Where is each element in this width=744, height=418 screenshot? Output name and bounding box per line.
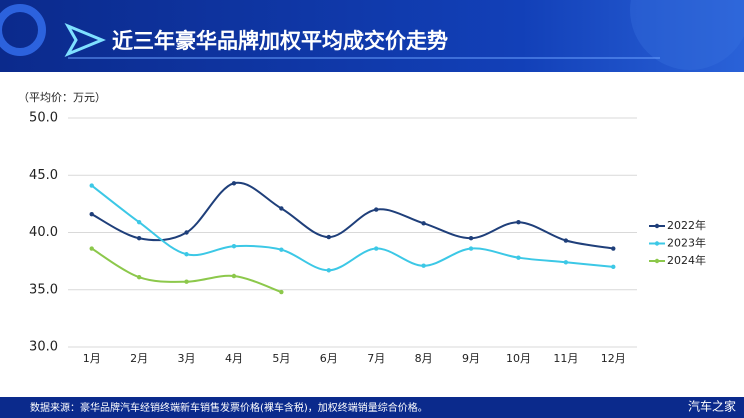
data-point [468, 236, 474, 241]
x-tick-label: 8月 [415, 352, 433, 365]
y-tick-label: 35.0 [29, 282, 58, 297]
data-point [184, 230, 189, 235]
y-tick-label: 45.0 [29, 168, 58, 183]
x-tick-label: 6月 [320, 352, 338, 365]
source-note: 数据来源：豪华品牌汽车经销终端新车销售发票价格(裸车含税)，加权终端销量综合价格… [30, 401, 428, 414]
x-tick-label: 11月 [553, 352, 578, 365]
data-point [231, 273, 237, 279]
y-tick-label: 50.0 [29, 111, 58, 126]
header-icon [64, 22, 106, 58]
legend-label: 2022年 [667, 218, 706, 232]
data-point [421, 263, 426, 268]
data-point [279, 247, 284, 252]
data-point [468, 246, 474, 251]
legend-label: 2024年 [667, 253, 706, 267]
data-point [421, 221, 426, 226]
x-tick-label: 9月 [462, 352, 480, 365]
brand: 汽车之家 [688, 399, 736, 414]
data-point [374, 246, 379, 251]
data-point [136, 219, 142, 225]
legend-marker [654, 241, 660, 246]
series-line [91, 184, 614, 272]
data-point [184, 252, 189, 257]
x-tick-label: 10月 [506, 352, 531, 365]
header-decoration [630, 0, 744, 70]
data-point [516, 219, 521, 225]
data-point [136, 274, 142, 280]
data-point [136, 236, 142, 241]
data-point [516, 255, 521, 260]
data-point [184, 279, 189, 284]
data-point [231, 244, 237, 249]
series-line [91, 181, 614, 250]
legend-label: 2023年 [667, 236, 706, 250]
footer-band [0, 397, 744, 418]
data-point [326, 234, 331, 240]
data-point [279, 289, 284, 295]
chart-title: 近三年豪华品牌加权平均成交价走势 [112, 29, 448, 53]
legend-marker [654, 223, 660, 229]
legend-marker [654, 258, 660, 264]
data-point [89, 183, 94, 188]
x-tick-label: 5月 [272, 352, 290, 365]
data-point [611, 246, 616, 251]
header-decoration [0, 4, 46, 56]
y-tick-label: 30.0 [29, 340, 58, 355]
y-axis-label: （平均价：万元） [18, 91, 106, 104]
x-tick-label: 1月 [83, 352, 101, 365]
x-tick-label: 12月 [601, 352, 626, 365]
data-point [89, 246, 94, 251]
data-point [89, 211, 94, 217]
data-point [326, 268, 331, 273]
x-tick-label: 7月 [367, 352, 385, 365]
data-point [374, 207, 379, 212]
x-tick-label: 4月 [225, 352, 243, 365]
data-point [611, 264, 616, 270]
data-point [279, 206, 284, 211]
data-point [231, 181, 237, 186]
y-tick-label: 40.0 [29, 225, 58, 240]
data-point [563, 260, 569, 265]
header-band [0, 0, 744, 72]
data-point [563, 238, 569, 243]
x-tick-label: 2月 [130, 352, 148, 365]
x-tick-label: 3月 [178, 352, 196, 365]
